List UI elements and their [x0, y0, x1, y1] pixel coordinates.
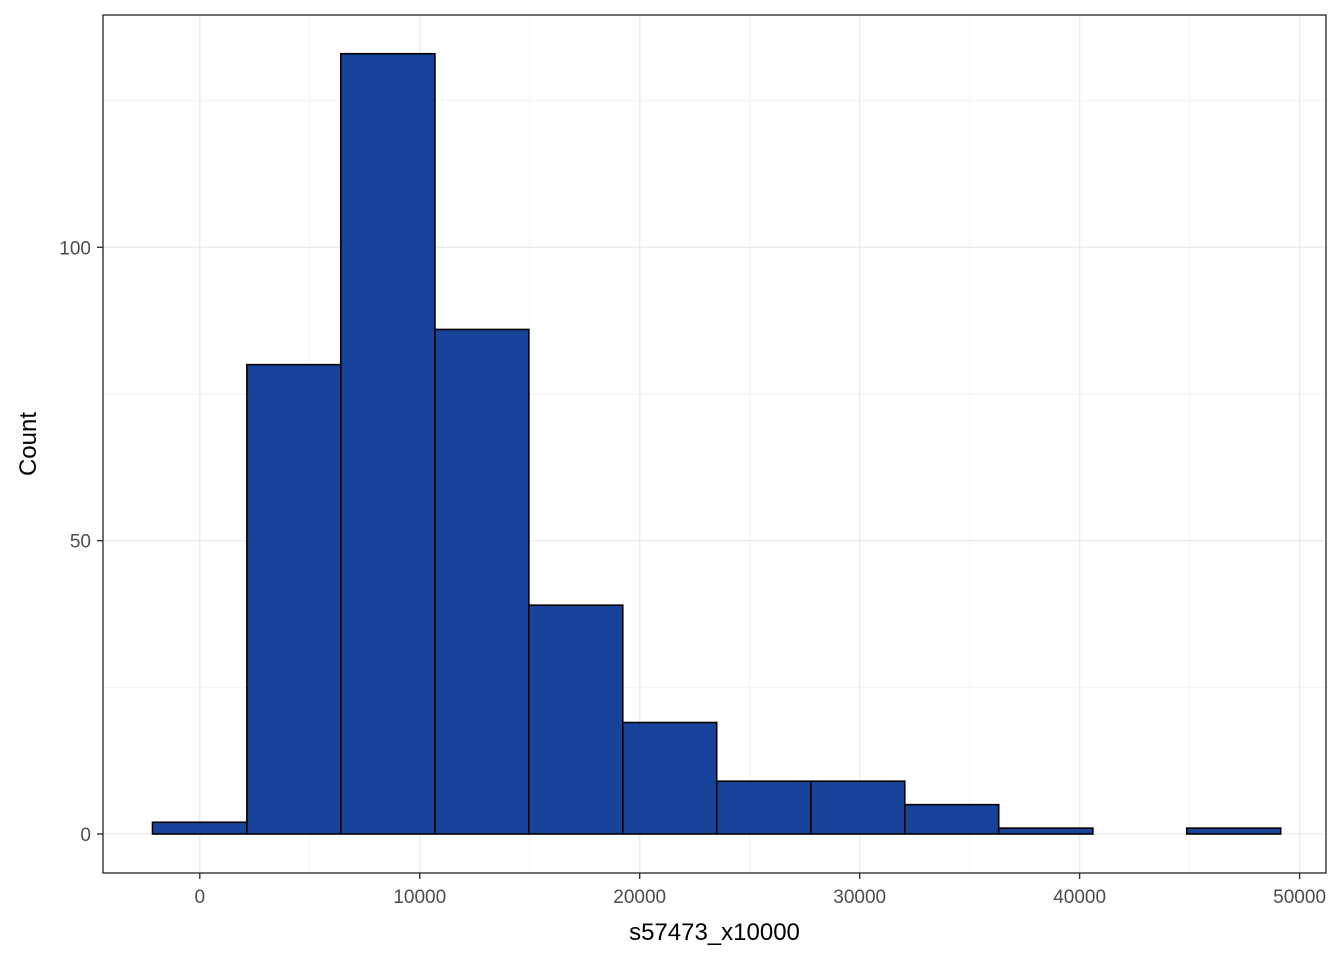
x-tick-label: 30000	[833, 887, 886, 908]
x-tick-label: 10000	[393, 887, 446, 908]
x-tick-label: 50000	[1273, 887, 1326, 908]
histogram-bar-3	[339, 52, 436, 835]
plot-border	[102, 14, 1327, 874]
x-axis: 0 10000 20000 30000 40000 50000	[194, 873, 1326, 908]
y-tick-label: 50	[70, 532, 91, 553]
histogram-bar-10	[997, 827, 1094, 835]
bars	[151, 52, 1282, 835]
histogram-bar-5	[528, 604, 624, 835]
y-tick-label: 100	[59, 238, 91, 259]
histogram-bar-6	[621, 721, 718, 835]
x-tick-label: 40000	[1053, 887, 1106, 908]
histogram-bar-4	[434, 328, 530, 835]
histogram-bar-8	[810, 780, 906, 835]
histogram-bar-2	[246, 363, 342, 835]
grid-minor	[103, 15, 1326, 873]
x-tick-label: 20000	[613, 887, 666, 908]
x-axis-title: s57473_x10000	[629, 919, 800, 946]
histogram-bar-12	[1185, 827, 1282, 835]
histogram-bar-7	[715, 780, 812, 835]
y-axis-title: Count	[15, 412, 42, 476]
y-tick-label: 0	[80, 825, 91, 846]
x-tick-label: 0	[194, 887, 205, 908]
histogram-bar-9	[903, 803, 1000, 835]
y-axis: 0 50 100	[59, 238, 103, 846]
histogram-bar-1	[151, 821, 248, 835]
